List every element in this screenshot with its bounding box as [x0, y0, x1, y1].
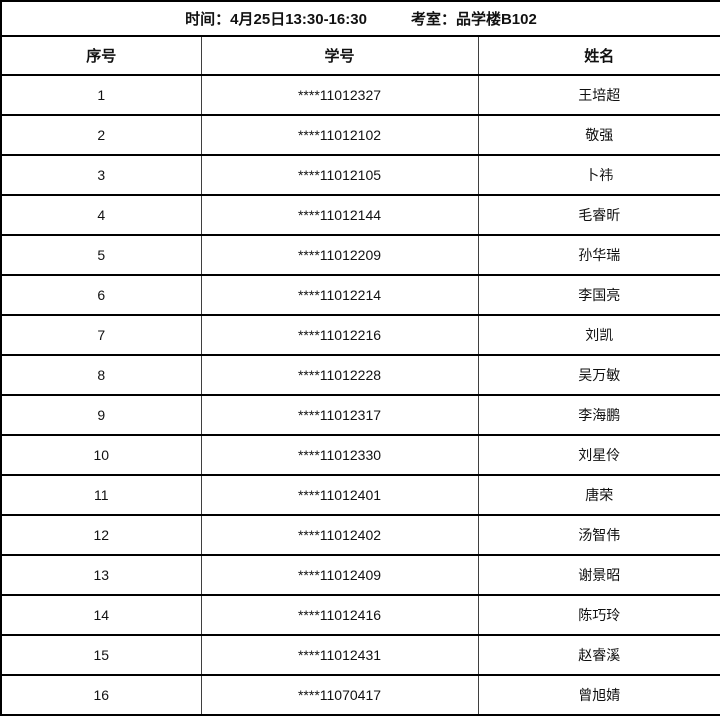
table-header: 时间： 4月25日13:30-16:30 考室： 品学楼B102 序号 学号 姓… [0, 0, 720, 76]
exam-room-value: 品学楼B102 [455, 11, 537, 28]
row-number-cell: 13 [0, 554, 202, 596]
row-number-cell: 11 [0, 474, 202, 516]
student-name-cell: 吴万敏 [477, 354, 720, 396]
exam-time-label: 时间： [185, 11, 231, 28]
student-name-cell: 陈巧玲 [477, 594, 720, 636]
exam-room: 考室： 品学楼B102 [411, 8, 537, 29]
row-number-cell: 10 [0, 434, 202, 476]
table-row: 4 ****11012144 毛睿昕 [0, 194, 720, 236]
student-id-cell: ****11012105 [200, 154, 479, 196]
student-id-cell: ****11012416 [200, 594, 479, 636]
student-name-cell: 李海鹏 [477, 394, 720, 436]
row-number-cell: 3 [0, 154, 202, 196]
table-row: 5 ****11012209 孙华瑞 [0, 234, 720, 276]
row-number-cell: 2 [0, 114, 202, 156]
table-row: 16 ****11070417 曾旭婧 [0, 674, 720, 716]
col-header-student-id: 学号 [200, 35, 479, 76]
student-id-cell: ****11012228 [200, 354, 479, 396]
table-row: 13 ****11012409 谢景昭 [0, 554, 720, 596]
exam-info-row: 时间： 4月25日13:30-16:30 考室： 品学楼B102 [0, 0, 720, 37]
table-row: 15 ****11012431 赵睿溪 [0, 634, 720, 676]
student-id-cell: ****11012102 [200, 114, 479, 156]
row-number-cell: 15 [0, 634, 202, 676]
column-header-row: 序号 学号 姓名 [0, 35, 720, 76]
row-number-cell: 9 [0, 394, 202, 436]
exam-info-cell: 时间： 4月25日13:30-16:30 考室： 品学楼B102 [0, 0, 720, 37]
student-name-cell: 曾旭婧 [477, 674, 720, 716]
exam-info-line: 时间： 4月25日13:30-16:30 考室： 品学楼B102 [2, 8, 720, 29]
table-row: 10 ****11012330 刘星伶 [0, 434, 720, 476]
student-name-cell: 刘星伶 [477, 434, 720, 476]
col-header-name: 姓名 [477, 35, 720, 76]
table-row: 9 ****11012317 李海鹏 [0, 394, 720, 436]
student-name-cell: 谢景昭 [477, 554, 720, 596]
student-id-cell: ****11012216 [200, 314, 479, 356]
student-name-cell: 敬强 [477, 114, 720, 156]
student-name-cell: 汤智伟 [477, 514, 720, 556]
student-name-cell: 赵睿溪 [477, 634, 720, 676]
table-row: 6 ****11012214 李国亮 [0, 274, 720, 316]
row-number-cell: 14 [0, 594, 202, 636]
row-number-cell: 4 [0, 194, 202, 236]
table-row: 3 ****11012105 卜祎 [0, 154, 720, 196]
student-name-cell: 毛睿昕 [477, 194, 720, 236]
table-row: 14 ****11012416 陈巧玲 [0, 594, 720, 636]
row-number-cell: 6 [0, 274, 202, 316]
student-id-cell: ****11012209 [200, 234, 479, 276]
table-row: 2 ****11012102 敬强 [0, 114, 720, 156]
student-name-cell: 李国亮 [477, 274, 720, 316]
table-row: 8 ****11012228 吴万敏 [0, 354, 720, 396]
student-name-cell: 王培超 [477, 74, 720, 116]
student-id-cell: ****11012144 [200, 194, 479, 236]
student-name-cell: 孙华瑞 [477, 234, 720, 276]
exam-time: 时间： 4月25日13:30-16:30 [185, 8, 367, 29]
student-id-cell: ****11070417 [200, 674, 479, 716]
table-row: 12 ****11012402 汤智伟 [0, 514, 720, 556]
row-number-cell: 7 [0, 314, 202, 356]
student-id-cell: ****11012431 [200, 634, 479, 676]
row-number-cell: 5 [0, 234, 202, 276]
row-number-cell: 16 [0, 674, 202, 716]
table-row: 11 ****11012401 唐荣 [0, 474, 720, 516]
student-name-cell: 卜祎 [477, 154, 720, 196]
student-id-cell: ****11012330 [200, 434, 479, 476]
row-number-cell: 1 [0, 74, 202, 116]
student-id-cell: ****11012401 [200, 474, 479, 516]
student-id-cell: ****11012327 [200, 74, 479, 116]
table-row: 7 ****11012216 刘凯 [0, 314, 720, 356]
student-id-cell: ****11012409 [200, 554, 479, 596]
exam-room-label: 考室： [410, 11, 456, 28]
row-number-cell: 8 [0, 354, 202, 396]
student-name-cell: 刘凯 [477, 314, 720, 356]
exam-time-value: 4月25日13:30-16:30 [230, 11, 367, 28]
student-id-cell: ****11012317 [200, 394, 479, 436]
student-id-cell: ****11012214 [200, 274, 479, 316]
table-row: 1 ****11012327 王培超 [0, 74, 720, 116]
student-name-cell: 唐荣 [477, 474, 720, 516]
col-header-no: 序号 [0, 35, 202, 76]
table-body: 1 ****11012327 王培超 2 ****11012102 敬强 3 ****1101… [0, 74, 720, 716]
row-number-cell: 12 [0, 514, 202, 556]
student-id-cell: ****11012402 [200, 514, 479, 556]
